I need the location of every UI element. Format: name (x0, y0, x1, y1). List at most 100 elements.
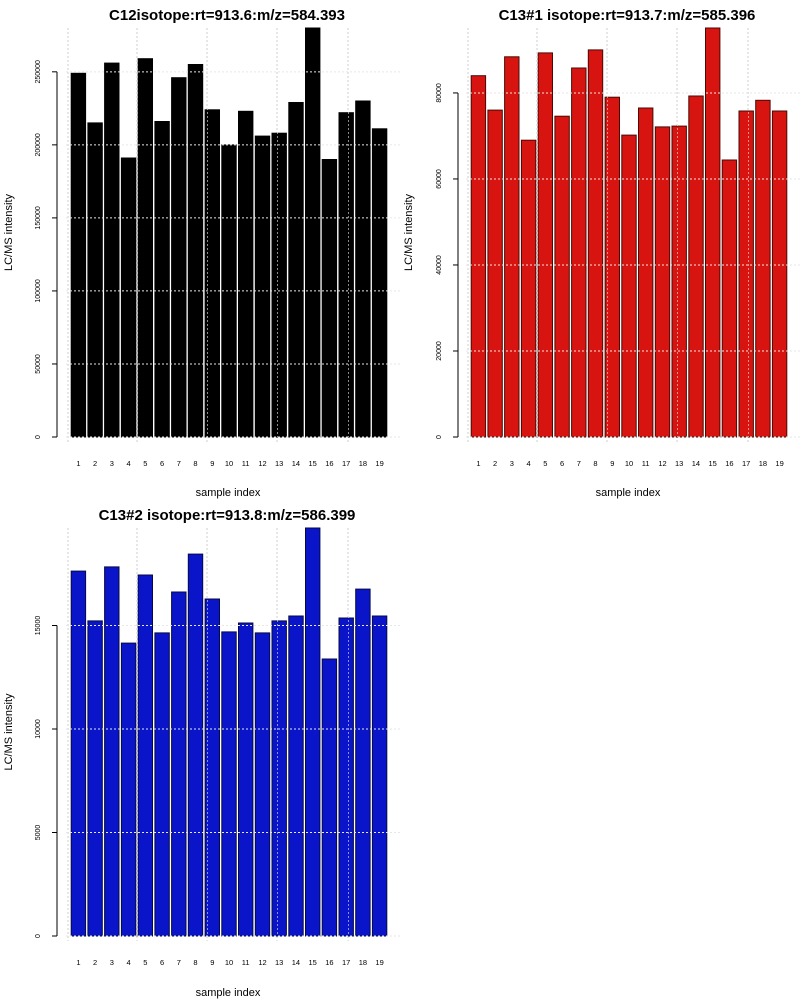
bar-sample-12 (654, 126, 671, 438)
y-tick-label: 40000 (436, 255, 443, 275)
bar-sample-14 (688, 95, 704, 438)
bar-sample-14 (288, 102, 304, 438)
x-tick-label: 9 (210, 958, 214, 967)
y-tick-label: 0 (35, 934, 42, 938)
bar-sample-11 (238, 110, 254, 438)
x-tick-label: 15 (309, 958, 317, 967)
x-tick-label: 12 (658, 459, 666, 468)
x-tick-label: 2 (93, 459, 97, 468)
y-tick-label: 10000 (35, 719, 42, 739)
x-tick-label: 19 (375, 958, 383, 967)
x-tick-label: 4 (527, 459, 531, 468)
bar-sample-3 (104, 62, 120, 438)
x-tick-label: 11 (242, 459, 250, 468)
x-tick-label: 15 (709, 459, 717, 468)
bar-sample-13 (271, 132, 287, 438)
x-tick-label: 16 (725, 459, 733, 468)
bar-sample-4 (120, 642, 137, 937)
bar-sample-2 (87, 122, 103, 438)
x-tick-label: 19 (775, 459, 783, 468)
x-tick-label: 5 (543, 459, 547, 468)
bar-sample-6 (154, 632, 170, 937)
x-tick-label: 3 (510, 459, 514, 468)
x-tick-label: 1 (76, 459, 80, 468)
bar-sample-8 (187, 553, 204, 937)
x-tick-label: 17 (742, 459, 750, 468)
x-tick-label: 14 (292, 958, 300, 967)
x-tick-label: 17 (342, 459, 350, 468)
bar-sample-19 (371, 128, 388, 438)
bar-sample-17 (738, 110, 754, 438)
y-tick-label: 80000 (436, 83, 443, 103)
x-tick-label: 9 (610, 459, 614, 468)
bar-sample-10 (221, 631, 237, 937)
x-tick-label: 12 (258, 459, 266, 468)
x-tick-label: 8 (193, 958, 197, 967)
chart-title: C12isotope:rt=913.6:m/z=584.393 (109, 7, 345, 24)
bar-sample-12 (254, 632, 271, 937)
chart-title: C13#2 isotope:rt=913.8:m/z=586.399 (99, 507, 356, 524)
bar-sample-2 (87, 620, 103, 937)
bar-sample-4 (520, 139, 537, 438)
x-tick-label: 6 (160, 958, 164, 967)
bar-sample-17 (338, 112, 354, 438)
x-axis-label: sample index (196, 487, 261, 499)
x-tick-label: 1 (76, 958, 80, 967)
x-tick-label: 13 (275, 459, 283, 468)
bar-sample-14 (288, 615, 304, 937)
y-tick-label: 100000 (35, 279, 42, 302)
bar-sample-18 (755, 99, 771, 438)
x-tick-label: 18 (359, 958, 367, 967)
bar-sample-18 (355, 588, 371, 937)
bar-sample-10 (621, 134, 637, 438)
x-tick-label: 6 (560, 459, 564, 468)
bar-sample-5 (137, 58, 154, 438)
x-tick-label: 1 (476, 459, 480, 468)
bar-sample-3 (504, 56, 520, 438)
y-tick-label: 0 (35, 435, 42, 439)
bar-sample-8 (587, 49, 604, 438)
x-axis-label: sample index (196, 987, 261, 999)
y-tick-label: 0 (436, 435, 443, 439)
y-tick-label: 60000 (436, 169, 443, 189)
x-tick-label: 8 (193, 459, 197, 468)
x-tick-label: 2 (493, 459, 497, 468)
x-tick-label: 15 (309, 459, 317, 468)
bar-sample-7 (571, 67, 587, 438)
x-tick-label: 14 (292, 459, 300, 468)
x-tick-label: 18 (759, 459, 767, 468)
x-tick-label: 19 (375, 459, 383, 468)
y-tick-label: 200000 (35, 133, 42, 156)
y-tick-label: 150000 (35, 206, 42, 229)
x-tick-label: 4 (127, 958, 131, 967)
bar-sample-6 (154, 121, 170, 438)
x-tick-label: 5 (143, 958, 147, 967)
bar-sample-16 (321, 658, 338, 937)
y-axis-label: LC/MS intensity (3, 693, 15, 771)
bar-sample-3 (104, 566, 120, 937)
bar-sample-15 (305, 27, 321, 438)
x-tick-label: 10 (625, 459, 633, 468)
bar-sample-7 (171, 591, 187, 937)
x-tick-label: 13 (275, 958, 283, 967)
bar-sample-12 (254, 135, 271, 438)
bar-sample-1 (470, 75, 487, 438)
bar-sample-17 (338, 617, 354, 937)
x-tick-label: 7 (577, 459, 581, 468)
bar-sample-1 (70, 72, 87, 438)
x-tick-label: 10 (225, 958, 233, 967)
bar-sample-9 (204, 109, 221, 438)
x-tick-label: 14 (692, 459, 700, 468)
bar-sample-15 (705, 27, 721, 438)
y-tick-label: 50000 (35, 354, 42, 374)
bar-sample-2 (487, 109, 503, 438)
bar-sample-15 (305, 527, 321, 937)
y-tick-label: 20000 (436, 341, 443, 361)
chart-title: C13#1 isotope:rt=913.7:m/z=585.396 (499, 7, 756, 24)
x-tick-label: 2 (93, 958, 97, 967)
bar-sample-11 (238, 622, 254, 937)
x-tick-label: 6 (160, 459, 164, 468)
x-tick-label: 3 (110, 958, 114, 967)
